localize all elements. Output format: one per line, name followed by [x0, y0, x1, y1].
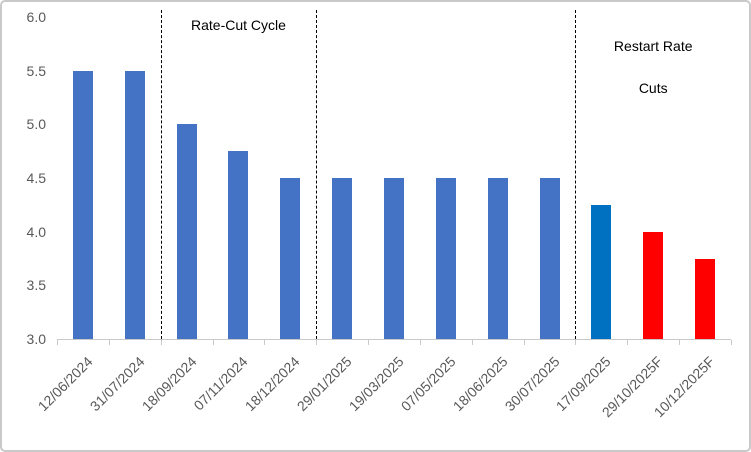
bar[interactable]	[435, 178, 456, 339]
x-axis-tick	[57, 340, 58, 345]
x-axis-tick	[627, 340, 629, 345]
x-axis-tick	[731, 340, 732, 345]
y-tick-label: 4.0	[26, 223, 46, 240]
y-tick-label: 6.0	[26, 9, 46, 25]
y-tick-label: 5.0	[26, 116, 46, 133]
x-tick-label: 12/06/2024	[34, 353, 96, 415]
x-axis-tick	[368, 340, 370, 345]
y-tick-label: 3.0	[26, 331, 46, 347]
x-axis-tick	[679, 340, 681, 345]
x-axis-tick	[160, 340, 162, 345]
x-tick-label: 18/06/2025	[449, 353, 511, 415]
x-tick-label: 31/07/2024	[86, 353, 148, 415]
bar[interactable]	[539, 178, 560, 339]
bar[interactable]	[695, 258, 716, 339]
x-tick-label: 07/11/2024	[190, 353, 252, 414]
x-axis-tick	[523, 340, 525, 345]
x-axis-tick	[575, 340, 577, 345]
x-tick-label: 18/09/2024	[138, 353, 200, 415]
divider-line	[575, 10, 577, 339]
x-axis-tick	[316, 340, 318, 345]
x-axis-tick	[419, 340, 421, 345]
bar[interactable]	[228, 151, 249, 339]
divider-line	[316, 10, 318, 339]
bar[interactable]	[487, 178, 508, 339]
x-tick-label: 29/01/2025	[293, 353, 355, 415]
x-tick-label: 18/12/2024	[242, 353, 303, 415]
x-tick-label: 19/03/2025	[345, 353, 407, 415]
annotation-rate-cut-cycle: Rate-Cut Cycle	[190, 17, 286, 33]
y-tick-label: 3.5	[26, 277, 46, 294]
y-tick-label: 5.5	[26, 62, 46, 79]
annotation-line: Restart Rate	[613, 38, 693, 54]
bar[interactable]	[280, 178, 301, 339]
divider-line	[160, 10, 162, 339]
x-axis-tick	[264, 340, 266, 345]
bar[interactable]	[384, 178, 404, 339]
x-axis-tick	[108, 340, 110, 345]
y-tick-label: 4.5	[26, 170, 46, 186]
bar[interactable]	[124, 70, 145, 339]
annotation-restart-rate-cuts: Restart Rate Cuts	[614, 15, 693, 120]
x-axis-tick	[212, 340, 214, 345]
x-tick-label: 30/07/2025	[501, 353, 563, 415]
annotation-line: Cuts	[638, 80, 668, 96]
bar[interactable]	[72, 70, 93, 339]
bar[interactable]	[176, 124, 197, 339]
bar[interactable]	[591, 204, 612, 339]
bar[interactable]	[643, 231, 664, 339]
bar[interactable]	[332, 178, 353, 339]
x-axis-tick	[471, 340, 473, 345]
x-axis-line	[57, 339, 731, 340]
x-tick-label: 07/05/2025	[397, 353, 459, 415]
